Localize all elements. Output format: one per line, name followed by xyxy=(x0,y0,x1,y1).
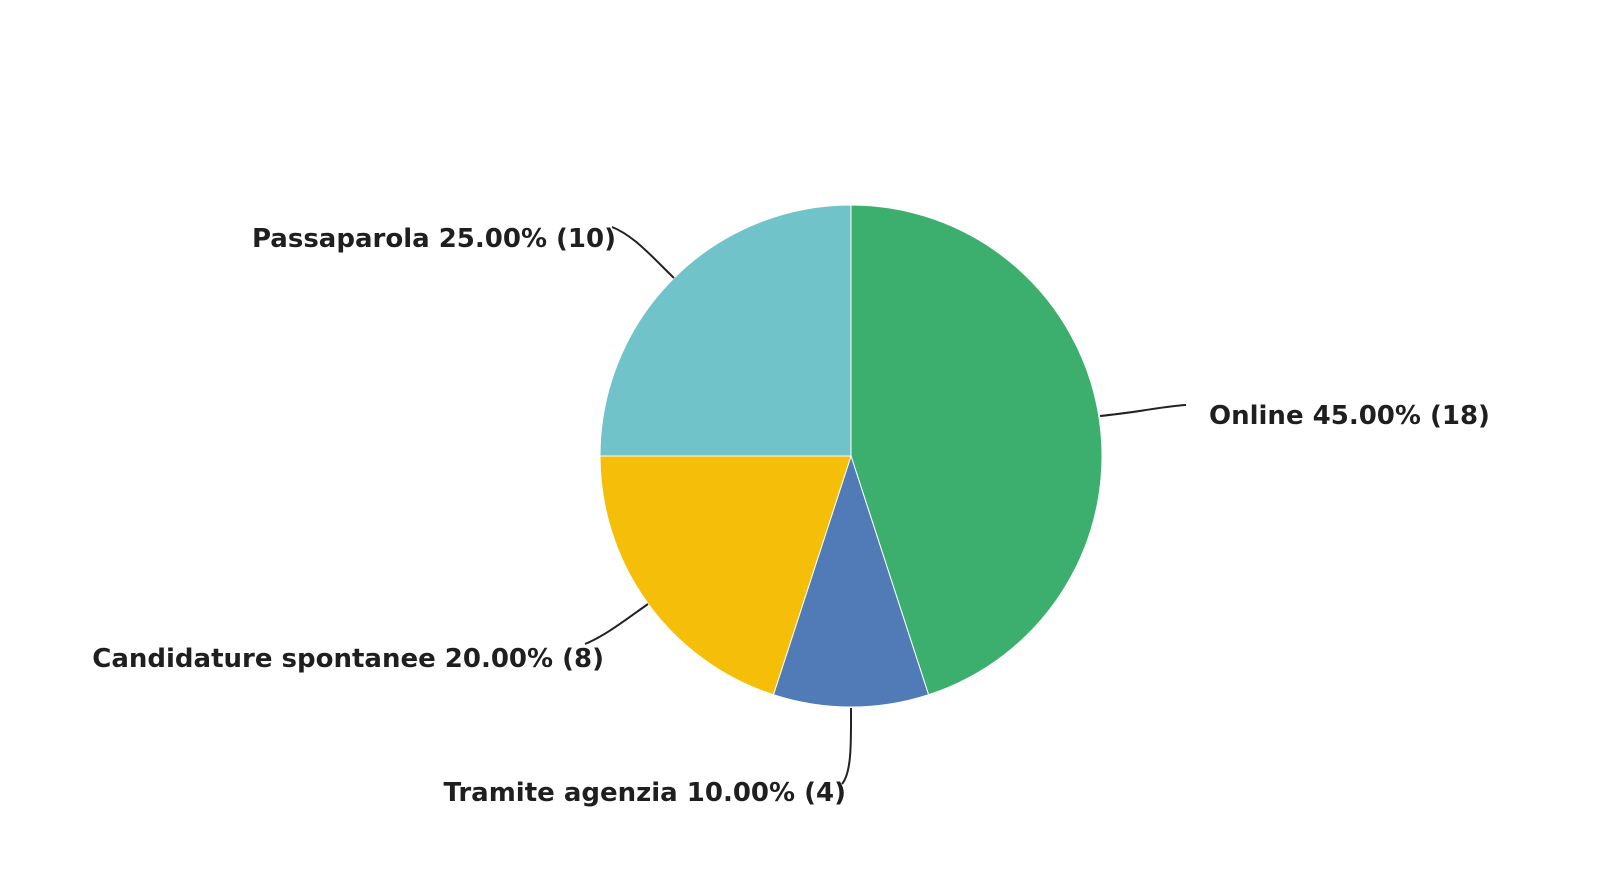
slice-label-count: (18) xyxy=(1421,401,1490,431)
slice-label: Tramite agenzia 10.00% (4) xyxy=(443,778,846,808)
slice-label: Online 45.00% (18) xyxy=(1209,401,1490,431)
leader-line xyxy=(1099,404,1187,417)
pie-slice-passaparola xyxy=(599,204,852,457)
slice-label-percent: 20.00% xyxy=(436,644,553,674)
pie-slice-tramite-agenzia xyxy=(772,454,930,708)
slice-label-count: (10) xyxy=(547,224,616,254)
pie-slices xyxy=(599,204,1103,708)
leader-line xyxy=(584,603,649,645)
slice-label-count: (4) xyxy=(795,778,846,808)
pie-slice-candidature-spontanee xyxy=(599,455,852,696)
leader-line xyxy=(611,226,675,279)
slice-labels: Online 45.00% (18) Tramite agenzia 10.00%… xyxy=(92,224,1490,808)
slice-label-name: Passaparola xyxy=(252,224,430,254)
slice-label: Candidature spontanee 20.00% (8) xyxy=(92,644,604,674)
slice-label-percent: 10.00% xyxy=(678,778,795,808)
slice-label-percent: 25.00% xyxy=(430,224,547,254)
slice-label-name: Tramite agenzia xyxy=(443,778,677,808)
leader-lines xyxy=(584,226,1187,785)
slice-label-name: Candidature spontanee xyxy=(92,644,435,674)
leader-line xyxy=(841,707,853,785)
slice-label: Passaparola 25.00% (10) xyxy=(252,224,616,254)
slice-label-name: Online xyxy=(1209,401,1304,431)
slice-label-percent: 45.00% xyxy=(1304,401,1421,431)
slice-label-count: (8) xyxy=(553,644,604,674)
pie-slice-online xyxy=(850,204,1103,696)
